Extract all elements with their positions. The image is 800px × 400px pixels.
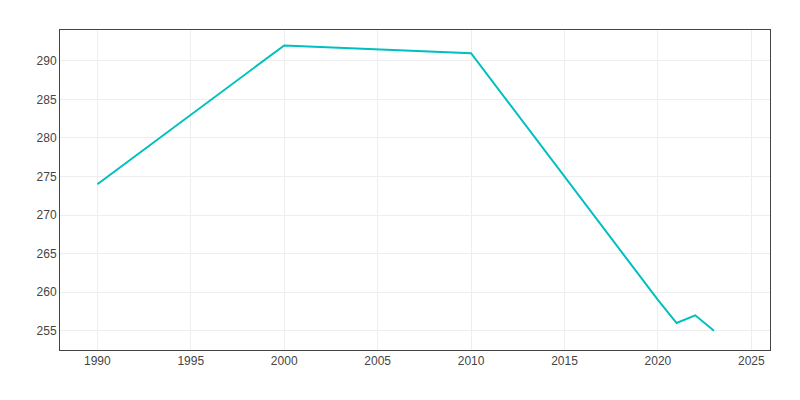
svg-text:275: 275 (37, 170, 57, 184)
svg-text:285: 285 (37, 93, 57, 107)
svg-text:2025: 2025 (738, 354, 765, 368)
svg-text:2015: 2015 (551, 354, 578, 368)
svg-text:255: 255 (37, 324, 57, 338)
svg-text:2020: 2020 (645, 354, 672, 368)
svg-text:2010: 2010 (458, 354, 485, 368)
svg-text:2005: 2005 (364, 354, 391, 368)
svg-text:290: 290 (37, 54, 57, 68)
svg-text:260: 260 (37, 285, 57, 299)
svg-text:1990: 1990 (84, 354, 111, 368)
svg-text:1995: 1995 (177, 354, 204, 368)
svg-text:2000: 2000 (271, 354, 298, 368)
svg-text:265: 265 (37, 247, 57, 261)
svg-text:270: 270 (37, 208, 57, 222)
svg-text:280: 280 (37, 131, 57, 145)
